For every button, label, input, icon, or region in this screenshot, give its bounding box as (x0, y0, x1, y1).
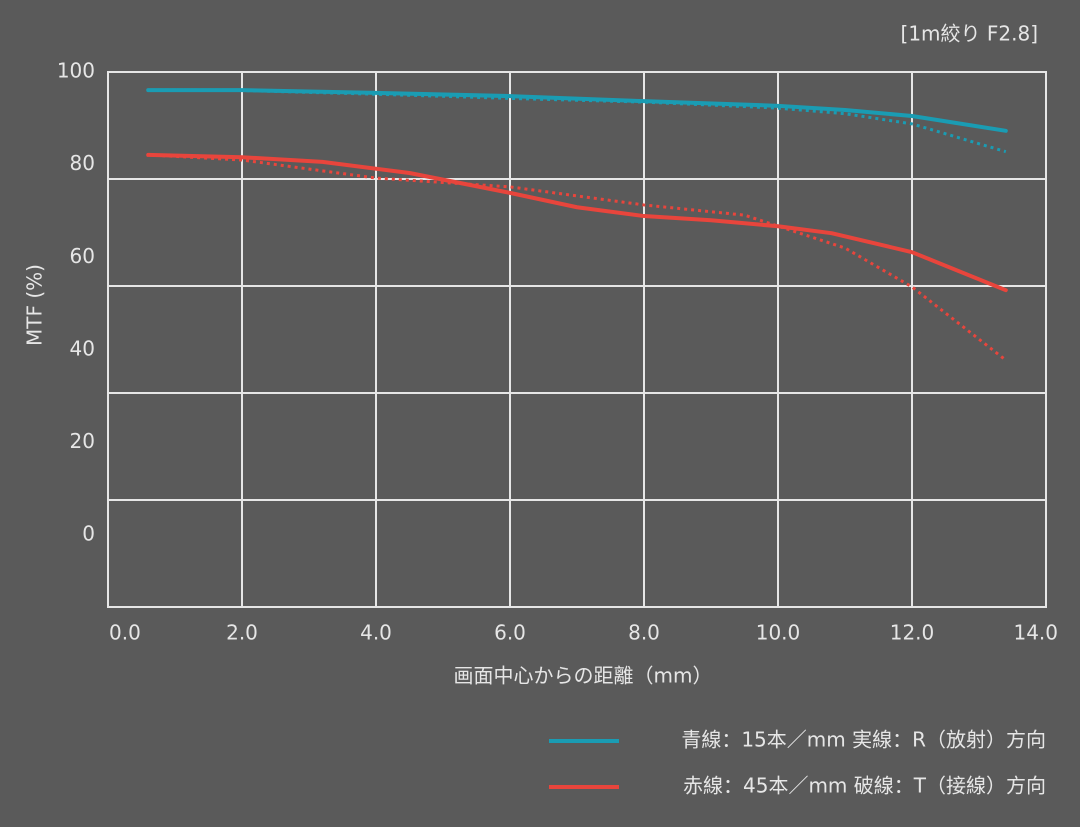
x-tick-label: 8.0 (628, 621, 660, 645)
plot-border (107, 71, 1047, 608)
x-tick-label: 0.0 (109, 621, 141, 645)
series-line (148, 88, 1007, 154)
series-line (146, 88, 1008, 133)
x-tick-label: 12.0 (890, 621, 935, 645)
y-tick-label: 80 (70, 151, 95, 175)
x-axis-label: 画面中心からの距離（mm） (454, 664, 713, 688)
series-line (146, 152, 1008, 293)
series-line (148, 153, 1007, 362)
legend-label: 青線：15本／mm 実線：R（放射）方向 (681, 728, 1046, 752)
x-tick-label: 2.0 (226, 621, 258, 645)
chart-title: [1m絞り F2.8] (901, 22, 1038, 46)
y-tick-label: 20 (70, 429, 95, 453)
legend-label: 赤線：45本／mm 破線：T（接線）方向 (683, 774, 1046, 798)
y-tick-label: 100 (57, 59, 95, 83)
x-tick-label: 10.0 (756, 621, 801, 645)
x-tick-label: 4.0 (360, 621, 392, 645)
y-tick-label: 0 (82, 522, 95, 546)
y-tick-label: 60 (70, 244, 95, 268)
y-axis-label: MTF (%) (23, 264, 47, 346)
y-tick-label: 40 (70, 336, 95, 360)
x-tick-label: 14.0 (1013, 621, 1058, 645)
x-tick-label: 6.0 (494, 621, 526, 645)
